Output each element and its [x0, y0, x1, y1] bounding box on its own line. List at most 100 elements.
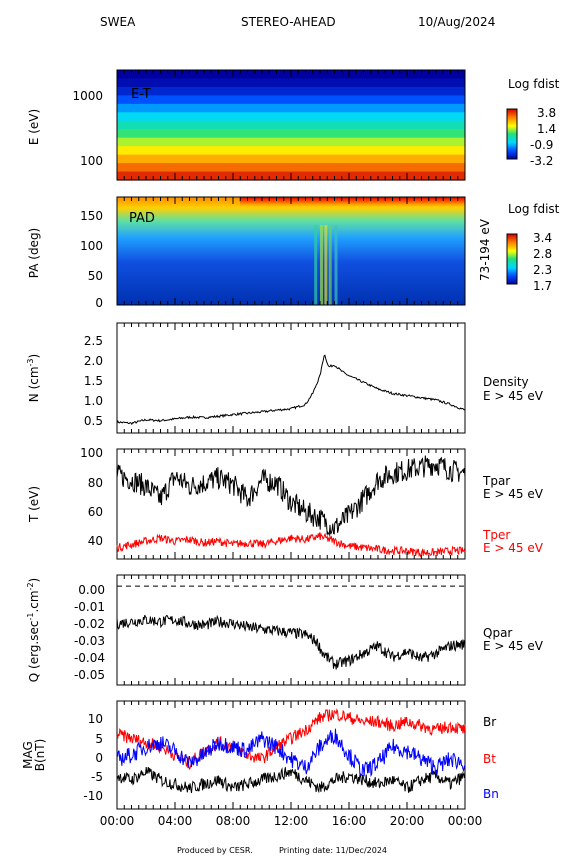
q-ytick-0: 0.00	[78, 583, 105, 597]
panel-energy-time: E-T 1000 100 E (eV) Log fdist 3.8 1.4 -0…	[27, 69, 560, 181]
q-ytick-2: -0.02	[74, 617, 105, 631]
density-series-energy: E > 45 eV	[483, 389, 544, 403]
et-colorbar-title: Log fdist	[508, 77, 560, 91]
tper-series-name: Tper	[482, 528, 510, 542]
temp-ytick-1: 80	[88, 476, 103, 490]
qpar-line	[116, 614, 466, 670]
pad-streak	[328, 225, 332, 305]
et-energy-row	[117, 154, 465, 164]
mag-ytick-4: -10	[83, 789, 103, 803]
footer-printing-date: Printing date: 11/Dec/2024	[279, 846, 387, 855]
pad-ytick-100: 100	[80, 239, 103, 253]
density-ytick-4: 0.5	[84, 414, 103, 428]
br-line	[116, 766, 466, 794]
et-energy-row	[117, 120, 465, 130]
mag-ytick-3: -5	[91, 770, 103, 784]
temp-ylabel: T (eV)	[27, 486, 41, 523]
panel-magnetic-field: 10 5 0 -5 -10 MAGB(nT) Br Bt Bn	[21, 700, 499, 810]
pad-cbar-tick-2: 2.3	[533, 263, 552, 277]
density-ytick-2: 1.5	[84, 374, 103, 388]
br-series-name: Br	[483, 715, 496, 729]
panel-pitch-angle: PAD 150 100 50 0 PA (deg) 73-194 eV Log …	[27, 196, 560, 310]
density-series-name: Density	[483, 375, 529, 389]
density-frame	[116, 322, 466, 434]
xtick-5: 20:00	[390, 814, 425, 828]
q-ytick-4: -0.04	[74, 651, 105, 665]
instrument-label: SWEA	[100, 15, 136, 29]
q-ytick-5: -0.05	[74, 668, 105, 682]
et-energy-row	[117, 146, 465, 156]
tper-line	[116, 531, 466, 558]
date-label: 10/Aug/2024	[418, 15, 495, 29]
bn-line	[116, 728, 466, 778]
et-energy-row	[117, 129, 465, 139]
pad-colorbar	[506, 233, 518, 285]
et-cbar-tick-0: 3.8	[537, 106, 556, 120]
pad-streak	[314, 225, 318, 305]
pad-streak	[324, 225, 328, 305]
density-ytick-0: 2.5	[84, 334, 103, 348]
temp-ytick-2: 60	[88, 505, 103, 519]
xtick-4: 16:00	[332, 814, 367, 828]
et-ytick-100: 100	[80, 154, 103, 168]
pad-cbar-tick-0: 3.4	[533, 231, 552, 245]
tpar-series-energy: E > 45 eV	[483, 487, 544, 501]
panel-heat-flux: 0.00 -0.01 -0.02 -0.03 -0.04 -0.05 Q (er…	[26, 574, 544, 686]
pad-cbar-tick-1: 2.8	[533, 247, 552, 261]
mag-ytick-0: 10	[88, 712, 103, 726]
pad-panel-label: PAD	[129, 211, 155, 226]
qpar-series-name: Qpar	[483, 626, 512, 640]
density-ytick-3: 1.0	[84, 394, 103, 408]
pad-ytick-0: 0	[95, 296, 103, 310]
pad-hot-region	[240, 197, 465, 237]
xtick-1: 04:00	[158, 814, 193, 828]
pad-ytick-50: 50	[88, 269, 103, 283]
et-panel-label: E-T	[131, 87, 151, 102]
xtick-0: 00:00	[100, 814, 135, 828]
et-spectrogram	[117, 70, 465, 181]
tpar-line	[116, 455, 466, 537]
q-ylabel: Q (erg.sec-1.cm-2)	[26, 578, 41, 682]
temp-ytick-3: 40	[88, 534, 103, 548]
pad-ytick-150: 150	[80, 209, 103, 223]
pad-energy-range: 73-194 eV	[478, 218, 492, 281]
panel-density: 2.5 2.0 1.5 1.0 0.5 N (cm-3) Density E >…	[26, 322, 544, 434]
pad-streak	[320, 225, 323, 305]
et-energy-row	[117, 137, 465, 147]
qpar-series-energy: E > 45 eV	[483, 639, 544, 653]
bn-series-name: Bn	[483, 787, 499, 801]
mag-ytick-2: 0	[95, 751, 103, 765]
et-energy-row	[117, 163, 465, 173]
et-energy-row	[117, 112, 465, 122]
bt-series-name: Bt	[483, 752, 496, 766]
tpar-series-name: Tpar	[482, 474, 510, 488]
mag-ytick-1: 5	[95, 732, 103, 746]
xtick-6: 00:00	[448, 814, 483, 828]
q-ytick-1: -0.01	[74, 600, 105, 614]
density-line	[116, 354, 466, 426]
density-ytick-1: 2.0	[84, 354, 103, 368]
et-energy-row	[117, 78, 465, 88]
pad-ylabel: PA (deg)	[27, 228, 41, 278]
et-colorbar	[506, 108, 518, 160]
et-cbar-tick-3: -3.2	[530, 154, 553, 168]
pad-cbar-tick-3: 1.7	[533, 279, 552, 293]
panel-temperature: 100 80 60 40 T (eV) Tpar E > 45 eV Tper …	[27, 446, 544, 560]
footer-producer: Produced by CESR.	[177, 846, 253, 855]
time-axis: 00:00 04:00 08:00 12:00 16:00 20:00 00:0…	[100, 814, 483, 828]
mag-ylabel: MAGB(nT)	[21, 739, 47, 772]
spacecraft-label: STEREO-AHEAD	[241, 15, 336, 29]
axis-ticks	[116, 70, 466, 809]
et-cbar-tick-2: -0.9	[530, 138, 553, 152]
tper-series-energy: E > 45 eV	[483, 541, 544, 555]
et-energy-row	[117, 86, 465, 96]
xtick-3: 12:00	[274, 814, 309, 828]
pad-streaks	[314, 225, 338, 305]
et-ylabel: E (eV)	[27, 109, 41, 145]
temp-ytick-0: 100	[80, 446, 103, 460]
pad-streak	[334, 225, 338, 305]
et-energy-row	[117, 95, 465, 105]
density-ylabel: N (cm-3)	[26, 354, 41, 402]
xtick-2: 08:00	[216, 814, 251, 828]
